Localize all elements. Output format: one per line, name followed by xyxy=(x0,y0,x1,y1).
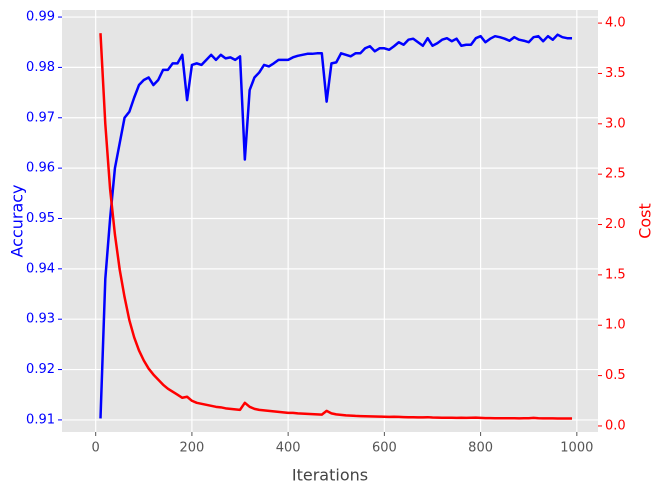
x-tick-label: 800 xyxy=(468,441,493,456)
series-line xyxy=(99,33,573,419)
x-tick-label: 600 xyxy=(372,441,397,456)
y-tick-label: 0.95 xyxy=(26,211,55,226)
x-tick-label: 200 xyxy=(179,441,204,456)
y-tick-label: 0.99 xyxy=(26,10,55,25)
y-tick-label: 0.91 xyxy=(26,412,55,427)
y-tick-label: 0.93 xyxy=(26,312,55,327)
y2-tick-label: 2.5 xyxy=(605,167,626,182)
y-tick-label: 0.92 xyxy=(26,362,55,377)
x-tick-label: 1000 xyxy=(560,441,593,456)
series-line xyxy=(99,33,573,420)
y-tick-label: 0.98 xyxy=(26,60,55,75)
y-tick-label: 0.97 xyxy=(26,110,55,125)
y2-tick-label: 0.5 xyxy=(605,368,626,383)
y2-tick-label: 3.5 xyxy=(605,66,626,81)
y2-axis-label: Cost xyxy=(636,203,655,239)
x-tick-label: 0 xyxy=(92,441,100,456)
y-tick-label: 0.94 xyxy=(26,261,55,276)
y2-tick-label: 0.0 xyxy=(605,418,626,433)
y-axis-label: Accuracy xyxy=(8,184,27,257)
y-tick-label: 0.96 xyxy=(26,161,55,176)
y2-tick-label: 2.0 xyxy=(605,217,626,232)
x-axis-label: Iterations xyxy=(292,466,368,485)
y2-tick-label: 4.0 xyxy=(605,16,626,31)
y2-tick-label: 1.5 xyxy=(605,267,626,282)
y2-tick-label: 1.0 xyxy=(605,318,626,333)
y2-tick-label: 3.0 xyxy=(605,116,626,131)
x-tick-label: 400 xyxy=(276,441,301,456)
